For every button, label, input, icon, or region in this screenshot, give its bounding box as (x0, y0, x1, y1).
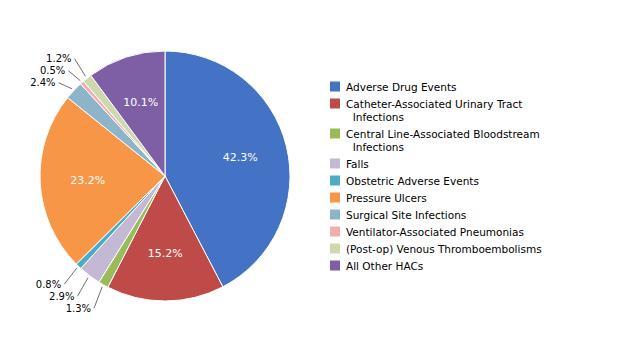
legend-swatch (330, 210, 340, 220)
leader-line (64, 268, 77, 284)
legend-item: Obstetric Adverse Events (330, 175, 479, 187)
legend-item: Pressure Ulcers (330, 192, 427, 204)
legend-label: Surgical Site Infections (346, 209, 466, 221)
slice-label: 1.2% (46, 53, 71, 64)
legend-label: Ventilator-Associated Pneumonias (346, 226, 524, 238)
legend: Adverse Drug Events Catheter-Associated U… (330, 81, 542, 272)
slice-labels: 42.3% 15.2% 23.2% 10.1% 1.3%2.9%0.8% 2.4%0.5%… (30, 53, 258, 314)
legend-label: (Post-op) Venous Thromboembolisms (346, 243, 542, 255)
slice-label: 2.9% (49, 291, 74, 302)
legend-item: Catheter-Associated Urinary Tract Infect… (330, 98, 522, 123)
legend-swatch (330, 159, 340, 169)
slice-label: 10.1% (123, 96, 158, 109)
slice-label: 0.5% (40, 65, 65, 76)
legend-swatch (330, 261, 340, 271)
slice-label: 2.4% (30, 77, 55, 88)
legend-item: Falls (330, 158, 369, 170)
legend-item: Surgical Site Infections (330, 209, 466, 221)
leader-line (68, 71, 80, 81)
leader-line (75, 59, 86, 77)
leader-line (77, 278, 88, 297)
legend-item: Adverse Drug Events (330, 81, 457, 93)
slice-label: 0.8% (36, 279, 61, 290)
legend-item: Ventilator-Associated Pneumonias (330, 226, 524, 238)
legend-swatch (330, 227, 340, 237)
pie (40, 51, 290, 301)
legend-swatch (330, 176, 340, 186)
legend-label: Pressure Ulcers (346, 192, 427, 204)
legend-swatch (330, 82, 340, 92)
legend-label: Falls (346, 158, 369, 170)
legend-label: Central Line-Associated Bloodstream Infe… (346, 128, 540, 153)
leader-line (94, 287, 102, 308)
legend-item: Central Line-Associated Bloodstream Infe… (330, 128, 540, 153)
leader-line (59, 83, 72, 89)
legend-swatch (330, 129, 340, 139)
legend-label: Adverse Drug Events (346, 81, 457, 93)
legend-swatch (330, 99, 340, 109)
slice-label: 23.2% (70, 174, 105, 187)
legend-label: All Other HACs (346, 260, 423, 272)
legend-item: (Post-op) Venous Thromboembolisms (330, 243, 542, 255)
slice (91, 51, 165, 176)
legend-swatch (330, 193, 340, 203)
slice-label: 15.2% (148, 247, 183, 260)
chart: 42.3% 15.2% 23.2% 10.1% 1.3%2.9%0.8% 2.4%0.5%… (0, 0, 625, 352)
slice-label: 42.3% (223, 151, 258, 164)
legend-swatch (330, 244, 340, 254)
legend-item: All Other HACs (330, 260, 423, 272)
legend-label: Catheter-Associated Urinary Tract Infect… (346, 98, 522, 123)
slice-label: 1.3% (66, 303, 91, 314)
legend-label: Obstetric Adverse Events (346, 175, 479, 187)
